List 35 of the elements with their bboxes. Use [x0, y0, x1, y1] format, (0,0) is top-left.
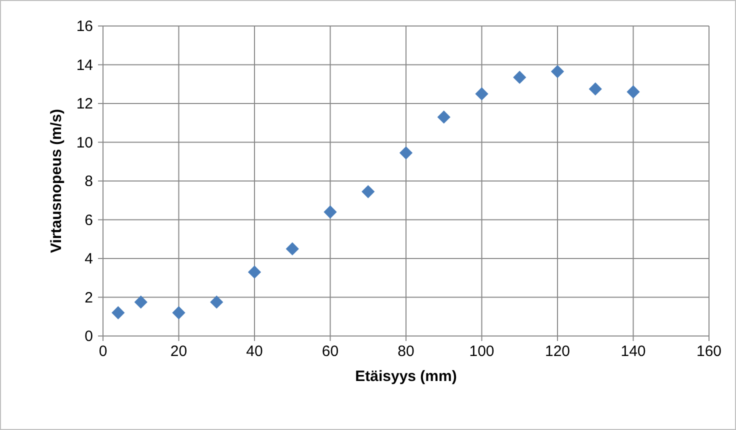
y-tick-label: 0 — [84, 328, 93, 345]
x-tick-label: 100 — [469, 343, 494, 360]
y-axis-title: Virtausnopeus (m/s) — [48, 109, 65, 253]
y-tick-label: 10 — [76, 134, 93, 152]
x-tick-label: 120 — [544, 343, 570, 360]
y-tick-label: 2 — [84, 289, 93, 306]
x-tick-label: 80 — [398, 343, 414, 360]
point — [399, 146, 413, 160]
x-axis-title: Etäisyys (mm) — [355, 368, 457, 385]
y-tick-label: 8 — [84, 173, 93, 190]
point — [437, 110, 450, 124]
point — [286, 242, 299, 256]
x-tick-label: 40 — [246, 343, 263, 360]
y-tick-label: 14 — [76, 56, 93, 74]
point — [134, 296, 148, 309]
y-tick-label: 6 — [84, 212, 93, 229]
y-tick-label: 16 — [76, 18, 93, 35]
point — [626, 85, 640, 98]
point — [513, 70, 526, 84]
y-tick-label: 12 — [76, 96, 93, 112]
point — [588, 82, 602, 96]
point — [172, 306, 186, 320]
x-tick-label: 20 — [170, 343, 188, 360]
x-tick-label: 60 — [322, 343, 339, 360]
point — [362, 185, 375, 198]
x-tick-label: 160 — [696, 343, 722, 360]
x-tick-label: 140 — [620, 343, 646, 360]
point — [210, 296, 224, 309]
y-tick-label: 4 — [84, 250, 93, 268]
point — [112, 306, 125, 320]
point — [475, 87, 488, 100]
point — [324, 205, 337, 219]
point — [550, 64, 564, 78]
x-tick-label: 0 — [98, 343, 108, 360]
point — [248, 265, 262, 279]
